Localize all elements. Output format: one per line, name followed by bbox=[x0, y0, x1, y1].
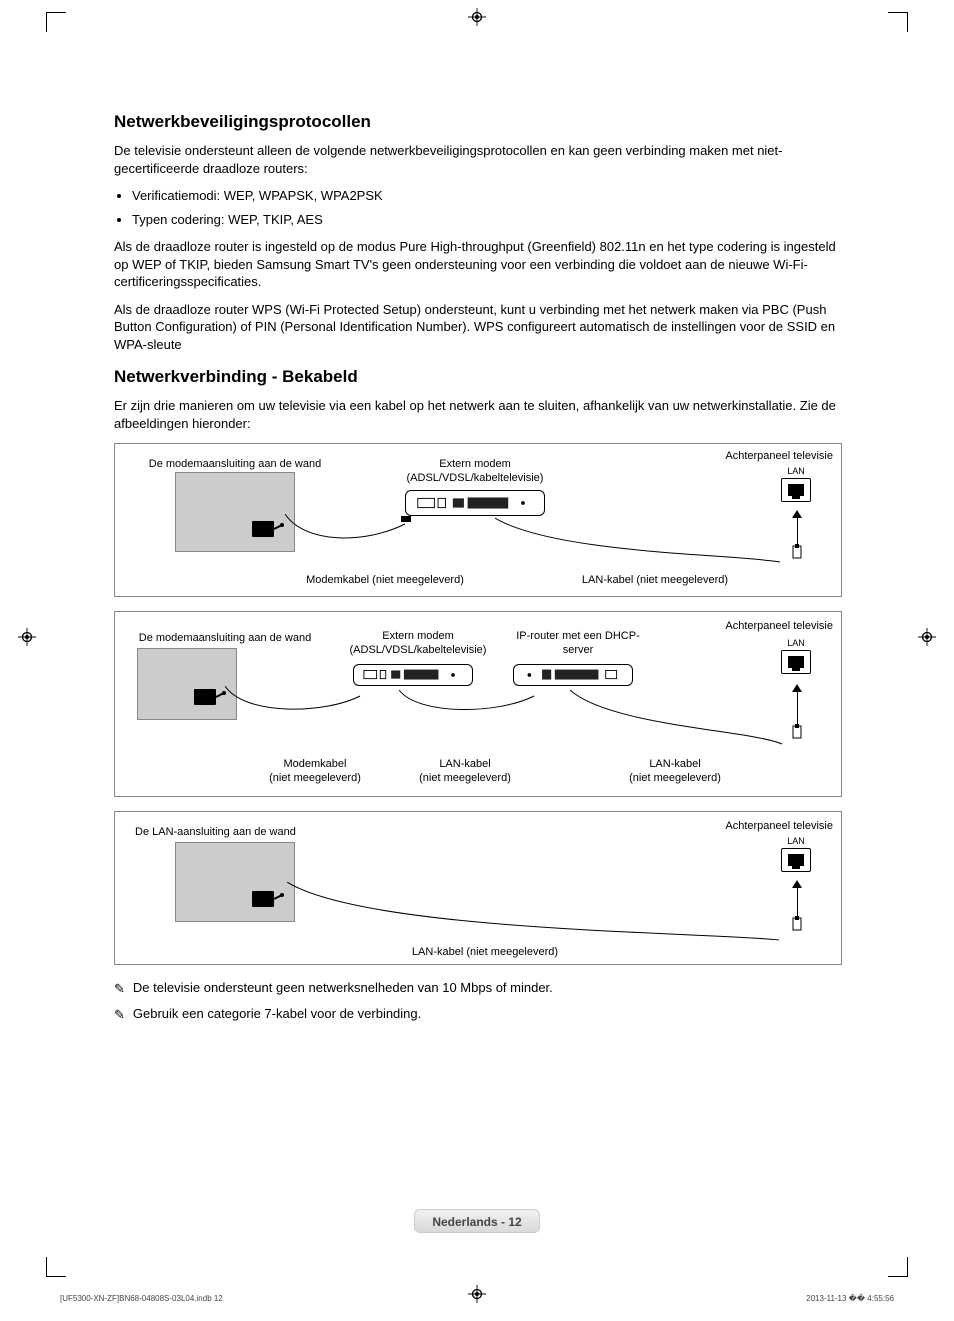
arrow-line bbox=[797, 690, 798, 724]
bullet-list: Verificatiemodi: WEP, WPAPSK, WPA2PSK Ty… bbox=[114, 187, 842, 228]
label-lan-cable: LAN-kabel (niet meegeleverd) bbox=[375, 946, 595, 958]
label-router-title: IP-router met een DHCP- bbox=[503, 630, 653, 642]
note-icon: ✎ bbox=[114, 1006, 125, 1024]
wall-plate-icon bbox=[175, 842, 295, 922]
body-paragraph: Als de draadloze router WPS (Wi-Fi Prote… bbox=[114, 301, 842, 354]
registration-mark-icon bbox=[18, 628, 36, 646]
label-modem-cable: Modemkabel bbox=[255, 758, 375, 770]
label-backpanel: Achterpaneel televisie bbox=[713, 820, 833, 832]
crop-mark bbox=[888, 1257, 908, 1277]
bullet-item: Verificatiemodi: WEP, WPAPSK, WPA2PSK bbox=[132, 187, 842, 205]
label-backpanel: Achterpaneel televisie bbox=[713, 450, 833, 462]
wall-plate-icon bbox=[175, 472, 295, 552]
label-not-included: (niet meegeleverd) bbox=[255, 772, 375, 784]
lan-port-label: LAN bbox=[779, 638, 813, 648]
modem-icon bbox=[405, 490, 545, 516]
arrow-icon bbox=[792, 880, 802, 888]
crop-mark bbox=[46, 1257, 66, 1277]
wall-plate-icon bbox=[137, 648, 237, 720]
label-modem-sub: (ADSL/VDSL/kabeltelevisie) bbox=[395, 472, 555, 484]
note-text: De televisie ondersteunt geen netwerksne… bbox=[133, 979, 553, 998]
lan-port-icon: LAN bbox=[779, 836, 813, 872]
arrow-line bbox=[797, 886, 798, 916]
heading-wired-connection: Netwerkverbinding - Bekabeld bbox=[114, 367, 842, 387]
lan-port-icon: LAN bbox=[779, 638, 813, 674]
footer-timestamp: 2013-11-13 �� 4:55:56 bbox=[806, 1294, 894, 1303]
cable-plug-icon bbox=[791, 916, 803, 937]
heading-security-protocols: Netwerkbeveiligingsprotocollen bbox=[114, 112, 842, 132]
label-wall-port: De modemaansluiting aan de wand bbox=[135, 632, 315, 644]
label-modem-title: Extern modem bbox=[395, 458, 555, 470]
body-paragraph: Als de draadloze router is ingesteld op … bbox=[114, 238, 842, 291]
diagram-wired-direct: De LAN-aansluiting aan de wand Achterpan… bbox=[114, 811, 842, 965]
print-footer: [UF5300-XN-ZF]BN68-04808S-03L04.indb 12 … bbox=[60, 1294, 894, 1303]
note-row: ✎ Gebruik een categorie 7-kabel voor de … bbox=[114, 1005, 842, 1024]
lan-port-label: LAN bbox=[779, 466, 813, 476]
arrow-line bbox=[797, 516, 798, 544]
label-lan-cable: LAN-kabel (niet meegeleverd) bbox=[555, 574, 755, 586]
diagram-wired-modem: De modemaansluiting aan de wand Extern m… bbox=[114, 443, 842, 597]
intro-paragraph: Er zijn drie manieren om uw televisie vi… bbox=[114, 397, 842, 432]
page-number-badge: Nederlands - 12 bbox=[414, 1209, 540, 1233]
lan-port-label: LAN bbox=[779, 836, 813, 846]
intro-paragraph: De televisie ondersteunt alleen de volge… bbox=[114, 142, 842, 177]
content-column: Netwerkbeveiligingsprotocollen De televi… bbox=[114, 112, 842, 1032]
crop-mark bbox=[46, 12, 66, 32]
label-modem-cable: Modemkabel (niet meegeleverd) bbox=[285, 574, 485, 586]
lan-port-icon: LAN bbox=[779, 466, 813, 502]
label-lan-cable: LAN-kabel bbox=[405, 758, 525, 770]
note-text: Gebruik een categorie 7-kabel voor de ve… bbox=[133, 1005, 421, 1024]
registration-mark-icon bbox=[468, 8, 486, 26]
modem-icon bbox=[353, 664, 473, 686]
cable-icon bbox=[225, 686, 365, 726]
cable-plug-icon bbox=[791, 544, 803, 565]
label-not-included: (niet meegeleverd) bbox=[405, 772, 525, 784]
note-icon: ✎ bbox=[114, 980, 125, 998]
crop-mark bbox=[888, 12, 908, 32]
label-not-included: (niet meegeleverd) bbox=[615, 772, 735, 784]
cable-icon bbox=[495, 514, 785, 564]
diagram-wired-modem-router: De modemaansluiting aan de wand Extern m… bbox=[114, 611, 842, 797]
label-backpanel: Achterpaneel televisie bbox=[713, 620, 833, 632]
label-modem-sub: (ADSL/VDSL/kabeltelevisie) bbox=[343, 644, 493, 656]
label-lan-cable: LAN-kabel bbox=[615, 758, 735, 770]
router-icon bbox=[513, 664, 633, 686]
label-modem-title: Extern modem bbox=[343, 630, 493, 642]
arrow-icon bbox=[792, 510, 802, 518]
label-router-sub: server bbox=[503, 644, 653, 656]
cable-icon bbox=[285, 514, 415, 554]
cable-icon bbox=[399, 686, 539, 726]
page-root: Netwerkbeveiligingsprotocollen De televi… bbox=[0, 0, 954, 1321]
label-wall-port: De modemaansluiting aan de wand bbox=[135, 458, 335, 470]
footer-filename: [UF5300-XN-ZF]BN68-04808S-03L04.indb 12 bbox=[60, 1294, 223, 1303]
arrow-icon bbox=[792, 684, 802, 692]
bullet-item: Typen codering: WEP, TKIP, AES bbox=[132, 211, 842, 229]
note-row: ✎ De televisie ondersteunt geen netwerks… bbox=[114, 979, 842, 998]
registration-mark-icon bbox=[918, 628, 936, 646]
cable-plug-icon bbox=[791, 724, 803, 745]
cable-icon bbox=[287, 882, 787, 942]
label-wall-lan: De LAN-aansluiting aan de wand bbox=[135, 826, 335, 838]
cable-icon bbox=[570, 686, 790, 746]
